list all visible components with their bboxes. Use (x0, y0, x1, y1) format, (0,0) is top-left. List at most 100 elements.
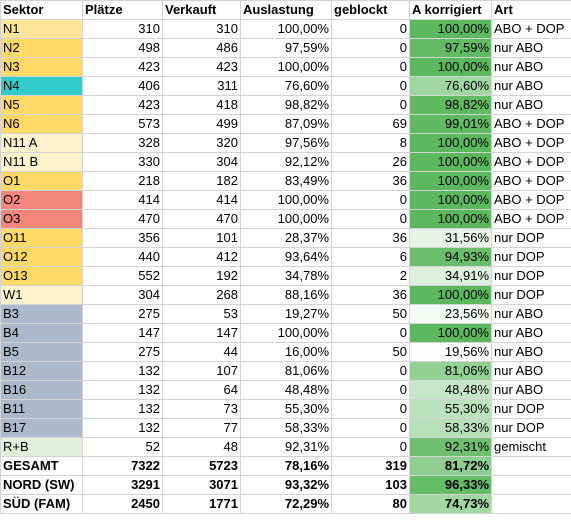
cell-art[interactable]: ABO + DOP (491, 133, 571, 153)
cell-plaetze[interactable]: 552 (82, 266, 163, 286)
cell-sektor[interactable]: B4 (0, 323, 83, 343)
cell-art[interactable]: gemischt (491, 437, 571, 457)
cell-verkauft[interactable]: 44 (162, 342, 241, 362)
header-sektor[interactable]: Sektor (0, 0, 83, 20)
cell-verkauft[interactable]: 5723 (162, 456, 241, 476)
cell-verkauft[interactable]: 147 (162, 323, 241, 343)
cell-a-korrigiert[interactable]: 100,00% (409, 171, 492, 191)
cell-plaetze[interactable]: 573 (82, 114, 163, 134)
cell-verkauft[interactable]: 310 (162, 19, 241, 39)
cell-verkauft[interactable]: 499 (162, 114, 241, 134)
cell-plaetze[interactable]: 356 (82, 228, 163, 248)
cell-plaetze[interactable]: 414 (82, 190, 163, 210)
cell-geblockt[interactable]: 0 (331, 437, 410, 457)
cell-art[interactable] (491, 456, 571, 476)
cell-a-korrigiert[interactable]: 76,60% (409, 76, 492, 96)
cell-auslastung[interactable]: 98,82% (240, 95, 332, 115)
cell-plaetze[interactable]: 328 (82, 133, 163, 153)
cell-plaetze[interactable]: 3291 (82, 475, 163, 495)
cell-auslastung[interactable]: 100,00% (240, 209, 332, 229)
cell-a-korrigiert[interactable]: 23,56% (409, 304, 492, 324)
cell-verkauft[interactable]: 414 (162, 190, 241, 210)
cell-verkauft[interactable]: 77 (162, 418, 241, 438)
cell-geblockt[interactable]: 36 (331, 285, 410, 305)
cell-plaetze[interactable]: 310 (82, 19, 163, 39)
cell-geblockt[interactable]: 36 (331, 171, 410, 191)
cell-auslastung[interactable]: 83,49% (240, 171, 332, 191)
cell-a-korrigiert[interactable]: 100,00% (409, 285, 492, 305)
cell-plaetze[interactable]: 275 (82, 304, 163, 324)
cell-a-korrigiert[interactable]: 19,56% (409, 342, 492, 362)
cell-sektor[interactable]: B16 (0, 380, 83, 400)
cell-art[interactable]: ABO + DOP (491, 114, 571, 134)
cell-geblockt[interactable]: 36 (331, 228, 410, 248)
cell-auslastung[interactable]: 76,60% (240, 76, 332, 96)
cell-geblockt[interactable]: 8 (331, 133, 410, 153)
cell-geblockt[interactable]: 0 (331, 399, 410, 419)
cell-a-korrigiert[interactable]: 97,59% (409, 38, 492, 58)
cell-plaetze[interactable]: 423 (82, 95, 163, 115)
cell-a-korrigiert[interactable]: 100,00% (409, 190, 492, 210)
cell-sektor[interactable]: O3 (0, 209, 83, 229)
header-art[interactable]: Art (491, 0, 571, 20)
cell-sektor[interactable]: N2 (0, 38, 83, 58)
cell-art[interactable]: nur ABO (491, 38, 571, 58)
cell-sektor[interactable]: B17 (0, 418, 83, 438)
cell-auslastung[interactable]: 100,00% (240, 19, 332, 39)
cell-geblockt[interactable]: 0 (331, 19, 410, 39)
cell-sektor[interactable]: N3 (0, 57, 83, 77)
cell-sektor[interactable]: N11 A (0, 133, 83, 153)
cell-a-korrigiert[interactable]: 100,00% (409, 323, 492, 343)
cell-geblockt[interactable]: 6 (331, 247, 410, 267)
cell-art[interactable]: nur DOP (491, 228, 571, 248)
cell-verkauft[interactable]: 53 (162, 304, 241, 324)
cell-plaetze[interactable]: 470 (82, 209, 163, 229)
cell-verkauft[interactable]: 192 (162, 266, 241, 286)
cell-a-korrigiert[interactable]: 92,31% (409, 437, 492, 457)
cell-auslastung[interactable]: 92,31% (240, 437, 332, 457)
cell-verkauft[interactable]: 107 (162, 361, 241, 381)
cell-sektor[interactable]: O12 (0, 247, 83, 267)
cell-geblockt[interactable]: 0 (331, 190, 410, 210)
cell-verkauft[interactable]: 486 (162, 38, 241, 58)
cell-auslastung[interactable]: 72,29% (240, 494, 332, 514)
cell-art[interactable] (491, 494, 571, 514)
cell-art[interactable]: nur ABO (491, 76, 571, 96)
cell-art[interactable]: nur DOP (491, 399, 571, 419)
cell-verkauft[interactable]: 48 (162, 437, 241, 457)
cell-a-korrigiert[interactable]: 74,73% (409, 494, 492, 514)
cell-art[interactable]: ABO + DOP (491, 171, 571, 191)
cell-plaetze[interactable]: 7322 (82, 456, 163, 476)
cell-art[interactable]: nur DOP (491, 418, 571, 438)
cell-auslastung[interactable]: 92,12% (240, 152, 332, 172)
cell-verkauft[interactable]: 311 (162, 76, 241, 96)
cell-geblockt[interactable]: 0 (331, 323, 410, 343)
cell-auslastung[interactable]: 55,30% (240, 399, 332, 419)
cell-a-korrigiert[interactable]: 81,72% (409, 456, 492, 476)
cell-auslastung[interactable]: 87,09% (240, 114, 332, 134)
cell-a-korrigiert[interactable]: 58,33% (409, 418, 492, 438)
cell-sektor[interactable]: N11 B (0, 152, 83, 172)
cell-plaetze[interactable]: 2450 (82, 494, 163, 514)
cell-verkauft[interactable]: 304 (162, 152, 241, 172)
cell-geblockt[interactable]: 50 (331, 342, 410, 362)
cell-plaetze[interactable]: 330 (82, 152, 163, 172)
cell-plaetze[interactable]: 132 (82, 361, 163, 381)
cell-a-korrigiert[interactable]: 94,93% (409, 247, 492, 267)
cell-sektor[interactable]: N4 (0, 76, 83, 96)
cell-geblockt[interactable]: 0 (331, 38, 410, 58)
cell-auslastung[interactable]: 58,33% (240, 418, 332, 438)
cell-sektor[interactable]: SÜD (FAM) (0, 494, 83, 514)
cell-geblockt[interactable]: 80 (331, 494, 410, 514)
cell-verkauft[interactable]: 64 (162, 380, 241, 400)
cell-auslastung[interactable]: 97,56% (240, 133, 332, 153)
cell-auslastung[interactable]: 97,59% (240, 38, 332, 58)
cell-art[interactable]: ABO + DOP (491, 190, 571, 210)
cell-art[interactable]: nur DOP (491, 266, 571, 286)
cell-a-korrigiert[interactable]: 98,82% (409, 95, 492, 115)
cell-verkauft[interactable]: 470 (162, 209, 241, 229)
cell-plaetze[interactable]: 406 (82, 76, 163, 96)
cell-art[interactable]: nur ABO (491, 57, 571, 77)
cell-auslastung[interactable]: 28,37% (240, 228, 332, 248)
cell-a-korrigiert[interactable]: 100,00% (409, 19, 492, 39)
